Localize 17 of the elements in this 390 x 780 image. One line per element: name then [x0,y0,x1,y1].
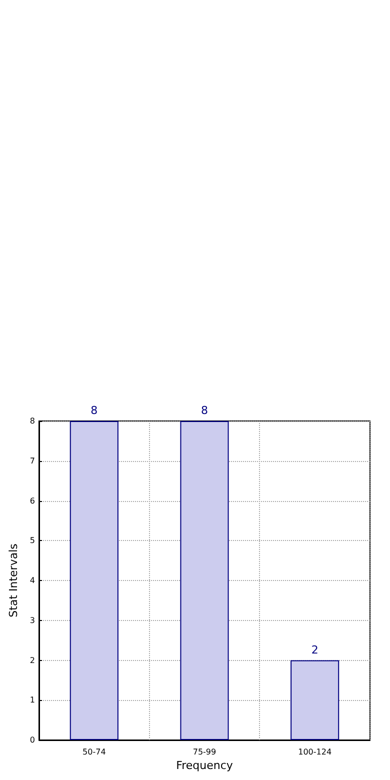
x-tick-label: 75-99 [192,748,216,756]
x-tick-label: 50-74 [82,748,106,756]
y-tick-label: 1 [30,696,35,705]
data-label: 8 [90,404,98,417]
y-tick-label: 8 [30,416,35,426]
y-axis-title: Stat Intervals [7,543,20,618]
y-tick-label: 0 [30,736,35,744]
y-tick-label: 4 [30,576,35,585]
y-tick-label: 7 [30,456,35,466]
y-tick-label: 3 [30,616,35,625]
y-tick-label: 5 [30,536,35,546]
data-label: 8 [200,404,208,417]
x-axis-title: Frequency [176,759,234,772]
y-tick-label: 6 [30,496,35,506]
y-tick-label: 2 [30,656,35,665]
x-tick-label: 100-124 [298,748,332,756]
data-label: 2 [311,643,318,656]
